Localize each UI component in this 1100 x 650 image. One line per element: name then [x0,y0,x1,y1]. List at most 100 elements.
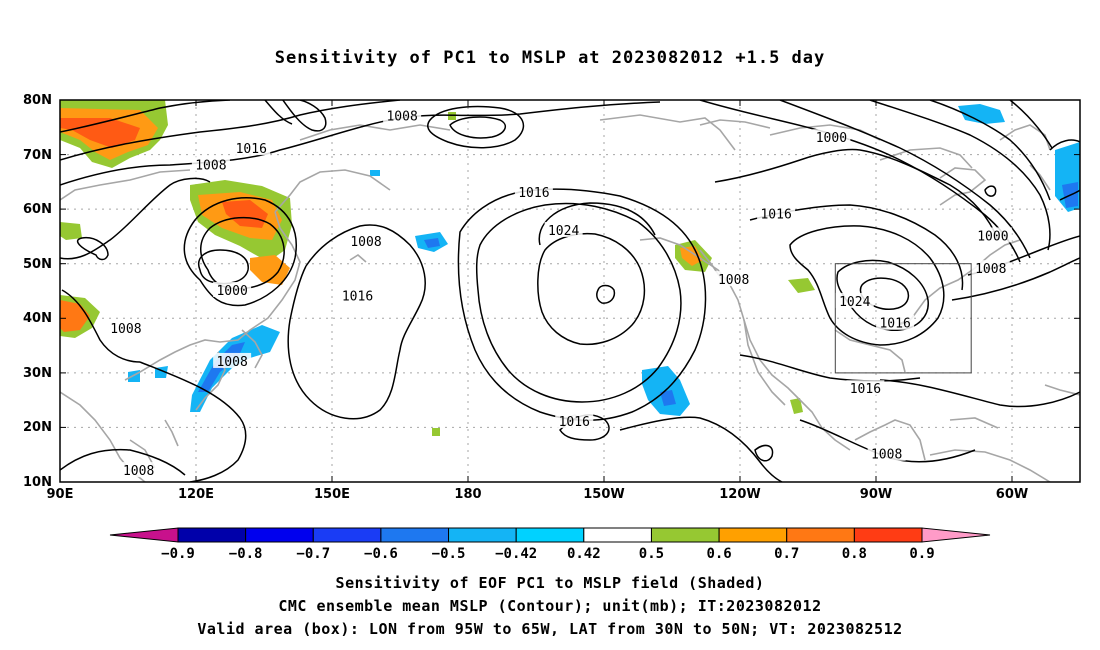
shade-negative-arctic-east [958,104,1005,124]
colorbar-label: 0.7 [774,546,799,562]
colorbar-label: −0.5 [432,546,466,562]
contour-label: 1008 [123,464,154,479]
shade-positive-gulf-of-alaska-orange [680,246,703,266]
lat-label: 50N [23,257,52,272]
shade-positive-okhotsk [250,255,290,285]
contour-label: 1016 [879,317,910,332]
shade-negative-small-1 [370,170,380,176]
shade-positive-trop [432,428,440,436]
shade-negative-dateline-deep [424,238,440,248]
valid-area-box [834,263,972,374]
colorbar-label: 0.9 [909,546,934,562]
lon-label: 150W [583,487,624,502]
colorbar-high-end [921,527,991,543]
shade-positive-siberia-small [60,222,82,240]
colorbar-label: −0.7 [296,546,330,562]
shade-positive-mexico [790,398,803,414]
colorbar-label: −0.9 [161,546,195,562]
shade-positive-arctic-west-red [60,118,140,148]
shade-positive-bering [448,112,456,120]
contour-label-bg [191,156,230,172]
colorbar-label: 0.42 [567,546,601,562]
contour-label-bg [867,445,906,461]
colorbar-swatch [853,527,923,543]
longitude-labels: 90E 120E 150E 180 150W 120W 90W 60W [47,487,1029,502]
colorbar-swatch [583,527,652,543]
contour-label-bg [213,282,252,297]
contour-labels: 1008 1016 1008 1016 1000 1016 1024 1008 1000 1008… [106,107,1012,479]
lon-label: 150E [314,487,350,502]
contour-label: 1008 [975,262,1006,277]
contour-label-bg [338,287,377,303]
colorbar-low-end [109,527,179,543]
colorbar-label: 0.6 [706,546,731,562]
contour-label: 1008 [386,109,417,124]
colorbar-label: −0.42 [495,546,537,562]
lon-label: 120E [178,487,214,502]
contour-label-bg [973,227,1012,243]
contour-label-bg [544,221,583,237]
contour-label-bg [846,380,885,396]
colorbar-label: −0.8 [229,546,263,562]
colorbar-swatch [786,527,855,543]
lat-label: 20N [23,420,52,435]
contour-label: 1008 [718,273,749,288]
colorbar: −0.9 −0.8 −0.7 −0.6 −0.5 −0.42 0.42 0.5 0.6 0.7 0.… [109,527,991,562]
lon-label: 90W [860,487,892,502]
contour-label: 1008 [195,158,226,173]
lon-label: 120W [719,487,760,502]
contour-label: 1000 [977,229,1008,244]
contour-label: 1008 [110,322,141,337]
colorbar-swatch [380,527,450,543]
contour-label-bg [757,205,796,221]
caption-valid-area: Valid area (box): LON from 95W to 65W, L… [197,620,903,638]
lon-label: 180 [454,487,481,502]
map-border [59,99,1081,483]
contour-label: 1016 [559,415,590,430]
lat-label: 30N [23,366,52,381]
contour-label: 1024 [839,295,870,310]
lat-label: 80N [23,93,52,108]
lon-label: 90E [47,487,74,502]
contour-label: 1016 [518,186,549,201]
contour-label-bg [835,292,874,308]
caption-contour: CMC ensemble mean MSLP (Contour); unit(m… [278,597,822,615]
contour-label: 1000 [216,284,247,299]
contour-label-bg [347,232,385,248]
contour-label-bg [213,352,252,368]
map-title: Sensitivity of PC1 to MSLP at 2023082012… [274,48,826,68]
lon-label: 60W [996,487,1028,502]
shade-negative-subtropical-pacific-deep [660,390,676,406]
contour-label: 1000 [816,131,847,146]
contour-label: 1008 [871,448,902,463]
colorbar-swatch [312,527,382,543]
lat-label: 40N [23,311,52,326]
latitude-labels: 80N 70N 60N 50N 40N 30N 20N 10N [23,93,52,490]
contour-label-bg [971,260,1010,276]
contour-label: 1016 [236,142,267,157]
contour-label: 1016 [850,382,881,397]
contour-label: 1008 [216,355,247,370]
colorbar-swatch [650,527,720,543]
contour-label: 1016 [342,289,373,304]
axis-ticks [60,99,1080,482]
lat-label: 60N [23,202,52,217]
contour-label-bg [514,183,553,199]
colorbar-swatch [245,527,314,543]
colorbar-swatch [515,527,585,543]
contour-label-bg [812,129,851,145]
colorbar-swatch [448,527,517,543]
contour-label-bg [714,271,753,287]
colorbar-label: 0.8 [842,546,867,562]
lat-label: 10N [23,475,52,490]
colorbar-swatch [718,527,788,543]
contour-label: 1024 [548,224,579,239]
contour-label-bg [106,320,145,336]
caption-shaded: Sensitivity of EOF PC1 to MSLP field (Sh… [335,574,765,592]
contour-label-bg [232,140,271,156]
contour-label: 1008 [350,235,381,250]
contour-label-bg [555,412,594,428]
colorbar-swatch [177,527,247,543]
contour-label-bg [383,107,422,123]
